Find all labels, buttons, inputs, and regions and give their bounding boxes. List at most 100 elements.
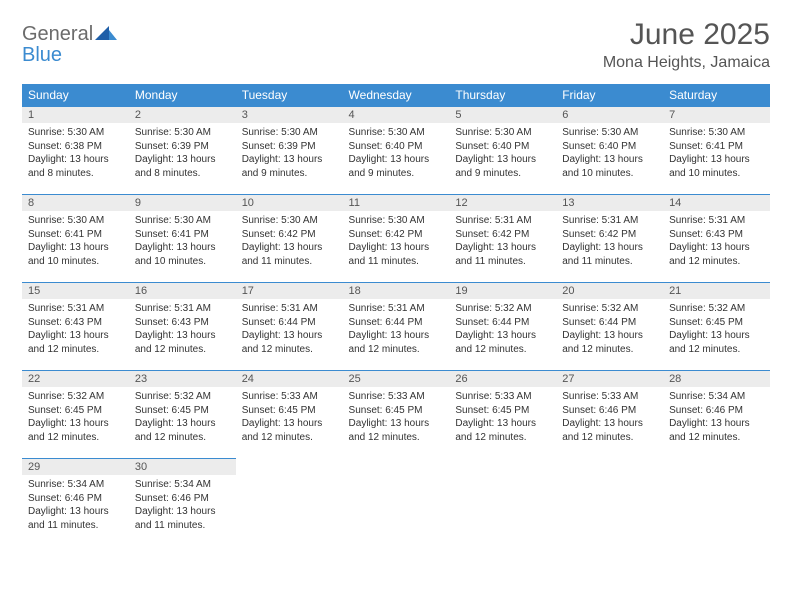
sunrise-line: Sunrise: 5:30 AM <box>28 214 123 228</box>
day-details: Sunrise: 5:32 AMSunset: 6:45 PMDaylight:… <box>663 299 770 362</box>
sunrise-line: Sunrise: 5:34 AM <box>669 390 764 404</box>
calendar-cell: 6Sunrise: 5:30 AMSunset: 6:40 PMDaylight… <box>556 107 663 195</box>
title-block: June 2025 Mona Heights, Jamaica <box>603 18 770 72</box>
day-details: Sunrise: 5:32 AMSunset: 6:45 PMDaylight:… <box>22 387 129 450</box>
daylight-line: Daylight: 13 hours and 12 minutes. <box>669 329 764 356</box>
weekday-head: Saturday <box>663 84 770 107</box>
sunrise-line: Sunrise: 5:33 AM <box>242 390 337 404</box>
calendar-cell: 17Sunrise: 5:31 AMSunset: 6:44 PMDayligh… <box>236 283 343 371</box>
calendar-cell: 12Sunrise: 5:31 AMSunset: 6:42 PMDayligh… <box>449 195 556 283</box>
calendar-week-row: 22Sunrise: 5:32 AMSunset: 6:45 PMDayligh… <box>22 371 770 459</box>
sunrise-line: Sunrise: 5:31 AM <box>242 302 337 316</box>
day-number: 19 <box>449 283 556 299</box>
calendar-week-row: 1Sunrise: 5:30 AMSunset: 6:38 PMDaylight… <box>22 107 770 195</box>
sunrise-line: Sunrise: 5:31 AM <box>135 302 230 316</box>
day-details: Sunrise: 5:31 AMSunset: 6:44 PMDaylight:… <box>236 299 343 362</box>
day-number: 26 <box>449 371 556 387</box>
day-details: Sunrise: 5:34 AMSunset: 6:46 PMDaylight:… <box>22 475 129 538</box>
weekday-head: Monday <box>129 84 236 107</box>
daylight-line: Daylight: 13 hours and 12 minutes. <box>349 329 444 356</box>
daylight-line: Daylight: 13 hours and 12 minutes. <box>349 417 444 444</box>
day-details: Sunrise: 5:30 AMSunset: 6:41 PMDaylight:… <box>22 211 129 274</box>
calendar-cell: 24Sunrise: 5:33 AMSunset: 6:45 PMDayligh… <box>236 371 343 459</box>
sunset-line: Sunset: 6:43 PM <box>135 316 230 330</box>
sunrise-line: Sunrise: 5:31 AM <box>455 214 550 228</box>
sunset-line: Sunset: 6:42 PM <box>242 228 337 242</box>
sunrise-line: Sunrise: 5:34 AM <box>28 478 123 492</box>
day-number: 12 <box>449 195 556 211</box>
day-details: Sunrise: 5:30 AMSunset: 6:41 PMDaylight:… <box>663 123 770 186</box>
daylight-line: Daylight: 13 hours and 12 minutes. <box>562 417 657 444</box>
logo-word2: Blue <box>22 44 62 66</box>
calendar-cell: 23Sunrise: 5:32 AMSunset: 6:45 PMDayligh… <box>129 371 236 459</box>
sunrise-line: Sunrise: 5:30 AM <box>242 214 337 228</box>
sunrise-line: Sunrise: 5:31 AM <box>349 302 444 316</box>
daylight-line: Daylight: 13 hours and 9 minutes. <box>242 153 337 180</box>
day-number: 7 <box>663 107 770 123</box>
calendar-body: 1Sunrise: 5:30 AMSunset: 6:38 PMDaylight… <box>22 107 770 547</box>
calendar-cell <box>449 459 556 547</box>
weekday-head: Sunday <box>22 84 129 107</box>
day-number: 16 <box>129 283 236 299</box>
logo: General Blue <box>22 18 117 66</box>
sunset-line: Sunset: 6:41 PM <box>669 140 764 154</box>
sunset-line: Sunset: 6:44 PM <box>349 316 444 330</box>
sunset-line: Sunset: 6:45 PM <box>669 316 764 330</box>
day-number: 30 <box>129 459 236 475</box>
day-number: 21 <box>663 283 770 299</box>
sunset-line: Sunset: 6:43 PM <box>28 316 123 330</box>
daylight-line: Daylight: 13 hours and 12 minutes. <box>455 417 550 444</box>
daylight-line: Daylight: 13 hours and 12 minutes. <box>28 417 123 444</box>
day-details: Sunrise: 5:34 AMSunset: 6:46 PMDaylight:… <box>663 387 770 450</box>
day-details: Sunrise: 5:30 AMSunset: 6:42 PMDaylight:… <box>236 211 343 274</box>
calendar-cell: 25Sunrise: 5:33 AMSunset: 6:45 PMDayligh… <box>343 371 450 459</box>
day-details: Sunrise: 5:30 AMSunset: 6:39 PMDaylight:… <box>236 123 343 186</box>
day-details: Sunrise: 5:30 AMSunset: 6:40 PMDaylight:… <box>449 123 556 186</box>
day-number: 3 <box>236 107 343 123</box>
sunrise-line: Sunrise: 5:30 AM <box>135 214 230 228</box>
weekday-head: Thursday <box>449 84 556 107</box>
sunrise-line: Sunrise: 5:33 AM <box>562 390 657 404</box>
sunrise-line: Sunrise: 5:32 AM <box>455 302 550 316</box>
sunrise-line: Sunrise: 5:30 AM <box>135 126 230 140</box>
calendar-cell: 18Sunrise: 5:31 AMSunset: 6:44 PMDayligh… <box>343 283 450 371</box>
day-number: 13 <box>556 195 663 211</box>
calendar-week-row: 29Sunrise: 5:34 AMSunset: 6:46 PMDayligh… <box>22 459 770 547</box>
day-details: Sunrise: 5:33 AMSunset: 6:45 PMDaylight:… <box>449 387 556 450</box>
day-number: 4 <box>343 107 450 123</box>
page-title: June 2025 <box>603 18 770 52</box>
sunrise-line: Sunrise: 5:30 AM <box>455 126 550 140</box>
sunrise-line: Sunrise: 5:30 AM <box>28 126 123 140</box>
daylight-line: Daylight: 13 hours and 9 minutes. <box>455 153 550 180</box>
daylight-line: Daylight: 13 hours and 8 minutes. <box>135 153 230 180</box>
sunset-line: Sunset: 6:45 PM <box>28 404 123 418</box>
sunrise-line: Sunrise: 5:31 AM <box>562 214 657 228</box>
sunset-line: Sunset: 6:41 PM <box>135 228 230 242</box>
daylight-line: Daylight: 13 hours and 10 minutes. <box>669 153 764 180</box>
day-number: 29 <box>22 459 129 475</box>
sunset-line: Sunset: 6:46 PM <box>28 492 123 506</box>
sunset-line: Sunset: 6:44 PM <box>455 316 550 330</box>
sunset-line: Sunset: 6:42 PM <box>455 228 550 242</box>
calendar-cell: 30Sunrise: 5:34 AMSunset: 6:46 PMDayligh… <box>129 459 236 547</box>
daylight-line: Daylight: 13 hours and 9 minutes. <box>349 153 444 180</box>
daylight-line: Daylight: 13 hours and 12 minutes. <box>669 241 764 268</box>
sunset-line: Sunset: 6:45 PM <box>242 404 337 418</box>
sunset-line: Sunset: 6:41 PM <box>28 228 123 242</box>
logo-word1: General <box>22 23 93 45</box>
sunset-line: Sunset: 6:45 PM <box>135 404 230 418</box>
weekday-head: Tuesday <box>236 84 343 107</box>
calendar-week-row: 15Sunrise: 5:31 AMSunset: 6:43 PMDayligh… <box>22 283 770 371</box>
day-details: Sunrise: 5:32 AMSunset: 6:45 PMDaylight:… <box>129 387 236 450</box>
calendar-cell: 11Sunrise: 5:30 AMSunset: 6:42 PMDayligh… <box>343 195 450 283</box>
calendar-cell: 29Sunrise: 5:34 AMSunset: 6:46 PMDayligh… <box>22 459 129 547</box>
day-number: 17 <box>236 283 343 299</box>
location-label: Mona Heights, Jamaica <box>603 54 770 72</box>
sunset-line: Sunset: 6:40 PM <box>349 140 444 154</box>
calendar-cell: 14Sunrise: 5:31 AMSunset: 6:43 PMDayligh… <box>663 195 770 283</box>
day-details: Sunrise: 5:32 AMSunset: 6:44 PMDaylight:… <box>556 299 663 362</box>
sunrise-line: Sunrise: 5:31 AM <box>669 214 764 228</box>
sunrise-line: Sunrise: 5:32 AM <box>562 302 657 316</box>
day-details: Sunrise: 5:31 AMSunset: 6:43 PMDaylight:… <box>129 299 236 362</box>
sunrise-line: Sunrise: 5:33 AM <box>349 390 444 404</box>
